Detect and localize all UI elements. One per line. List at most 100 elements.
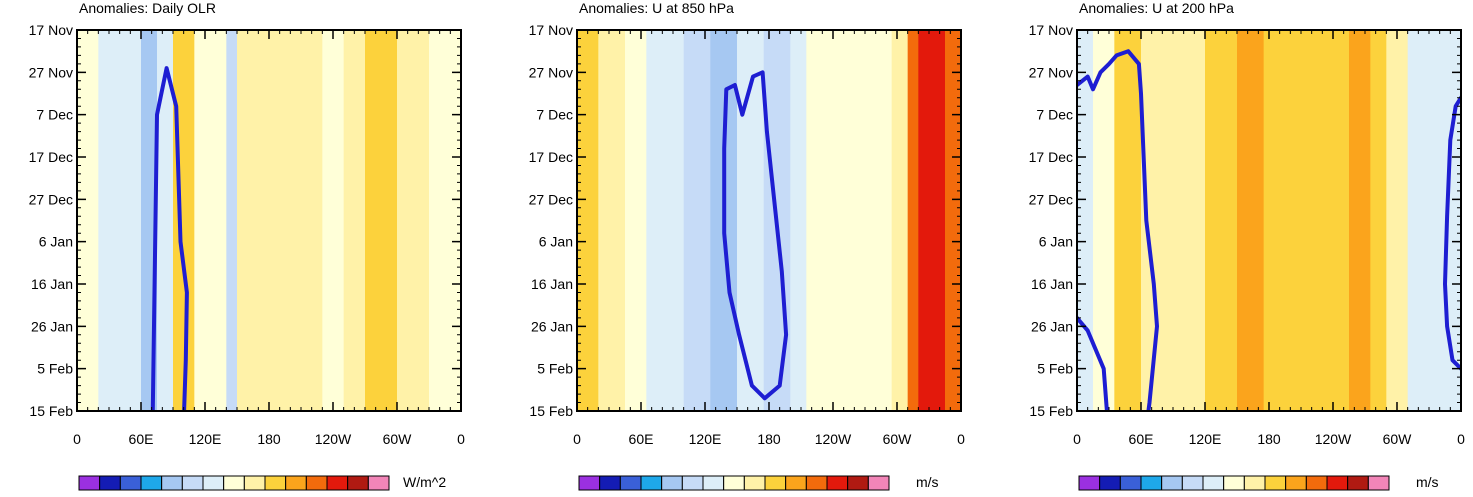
heatmap-cell (646, 30, 685, 411)
colorbar-tick-label: -6 (1114, 494, 1127, 497)
colorbar-tick-label: -4 (1155, 494, 1168, 497)
heatmap-cell (1263, 30, 1297, 411)
y-tick-label: 27 Dec (529, 191, 573, 207)
colorbar-swatch (326, 475, 349, 491)
colorbar-tick-label: 12 (319, 494, 335, 497)
heatmap-cell (1349, 30, 1371, 411)
colorbar-swatch (867, 475, 890, 491)
colorbar-swatch (1305, 475, 1328, 491)
heatmap-cell (683, 30, 711, 411)
colorbar-tick-label: 4 (1323, 494, 1331, 497)
x-tick-label: 180 (257, 431, 281, 447)
heatmap-cell (1093, 30, 1115, 411)
heatmap-cell (790, 30, 807, 411)
x-tick-label: 60W (883, 431, 913, 447)
y-tick-label: 17 Dec (1029, 149, 1073, 165)
heatmap-bands (1077, 30, 1461, 411)
colorbar-tick-label: 18 (361, 494, 377, 497)
heatmap-cell (157, 30, 174, 411)
colorbar-swatch (347, 475, 369, 491)
heatmap-cell (397, 30, 430, 411)
y-tick-label: 7 Dec (536, 107, 573, 123)
colorbar-swatch (1181, 475, 1204, 491)
chart-title: Anomalies: Daily OLR (79, 0, 216, 16)
heatmap-cell (918, 30, 946, 411)
colorbar-swatch (1078, 475, 1101, 491)
y-tick-label: 16 Jan (531, 276, 573, 292)
colorbar-units: m/s (1416, 474, 1439, 490)
chart-title: Anomalies: U at 850 hPa (579, 0, 734, 16)
colorbar-swatch (640, 475, 663, 491)
heatmap-cell (1407, 30, 1435, 411)
colorbar-tick-label: -3 (614, 494, 627, 497)
x-tick-label: 60E (129, 431, 154, 447)
x-tick-label: 120E (1189, 431, 1222, 447)
colorbar-swatch (223, 475, 245, 491)
colorbar-swatch (181, 475, 204, 491)
colorbar-tick-label: 3 (864, 494, 872, 497)
colorbar-tick-label: -2 (655, 494, 668, 497)
chart-title: Anomalies: U at 200 hPa (1079, 0, 1234, 16)
colorbar-swatch (1119, 475, 1142, 491)
y-tick-label: 27 Nov (1029, 64, 1073, 80)
contour-line (1077, 49, 1159, 411)
heatmap-cell (945, 30, 961, 411)
colorbar-swatch (578, 475, 601, 491)
y-tick-label: 15 Feb (529, 403, 573, 419)
x-tick-label: 120W (815, 431, 852, 447)
heatmap-bands (577, 30, 961, 411)
contour-line (150, 66, 189, 411)
y-tick-label: 26 Jan (31, 318, 73, 334)
heatmap-cell (98, 30, 126, 411)
colorbar-swatch (743, 475, 766, 491)
x-tick-label: 120W (315, 431, 352, 447)
colorbar-swatch (1326, 475, 1349, 491)
x-tick-label: 120E (189, 431, 222, 447)
colorbar-swatch (1099, 475, 1121, 491)
colorbar-tick-label: 6 (1364, 494, 1372, 497)
colorbar-swatch (202, 475, 225, 491)
heatmap-bands (77, 30, 461, 411)
x-tick-label: 60W (1383, 431, 1413, 447)
chart-panel-3: 0 60E 120E 180 120W 60W 0 17 Nov 27 Nov 7 Dec 17 D… (1029, 0, 1465, 497)
y-tick-label: 15 Feb (1029, 403, 1073, 419)
colorbar-swatch (805, 475, 828, 491)
y-tick-label: 16 Jan (31, 276, 73, 292)
y-tick-label: 27 Nov (29, 64, 73, 80)
heatmap-cell (237, 30, 270, 411)
heatmap-cell (1205, 30, 1238, 411)
colorbar: -3 -2 -1 0 1 2 3 m/s (578, 474, 939, 497)
colorbar-tick-label: -12 (152, 494, 172, 497)
colorbar-tick-label: 0 (740, 494, 748, 497)
x-tick-label: 0 (1073, 431, 1081, 447)
heatmap-cell (125, 30, 142, 411)
x-tick-label: 0 (457, 431, 465, 447)
y-tick-label: 5 Feb (37, 361, 73, 377)
heatmap-cell (269, 30, 323, 411)
y-tick-label: 5 Feb (537, 361, 573, 377)
x-tick-label: 60E (629, 431, 654, 447)
heatmap-cell (1386, 30, 1409, 411)
heatmap-cell (806, 30, 855, 411)
colorbar-swatch (1243, 475, 1266, 491)
y-tick-label: 15 Feb (29, 403, 73, 419)
chart-panel-2: 0 60E 120E 180 120W 60W 0 17 Nov 27 Nov 7 Dec 17 D… (529, 0, 965, 497)
y-tick-label: 16 Jan (1031, 276, 1073, 292)
x-tick-label: 180 (757, 431, 781, 447)
colorbar: -18 -12 -6 0 6 12 18 W/m^2 (78, 474, 446, 497)
colorbar-swatch (661, 475, 683, 491)
heatmap-cell (1167, 30, 1206, 411)
colorbar-swatch (1140, 475, 1163, 491)
colorbar-tick-label: -2 (1197, 494, 1210, 497)
y-tick-label: 5 Feb (1037, 361, 1073, 377)
colorbar-swatch (264, 475, 287, 491)
colorbar-tick-label: 0 (240, 494, 248, 497)
colorbar-swatch (1285, 475, 1307, 491)
contour-line (1443, 95, 1461, 371)
x-tick-label: 0 (1457, 431, 1465, 447)
colorbar-swatch (723, 475, 745, 491)
heatmap-cell (1322, 30, 1350, 411)
x-tick-label: 60W (383, 431, 413, 447)
